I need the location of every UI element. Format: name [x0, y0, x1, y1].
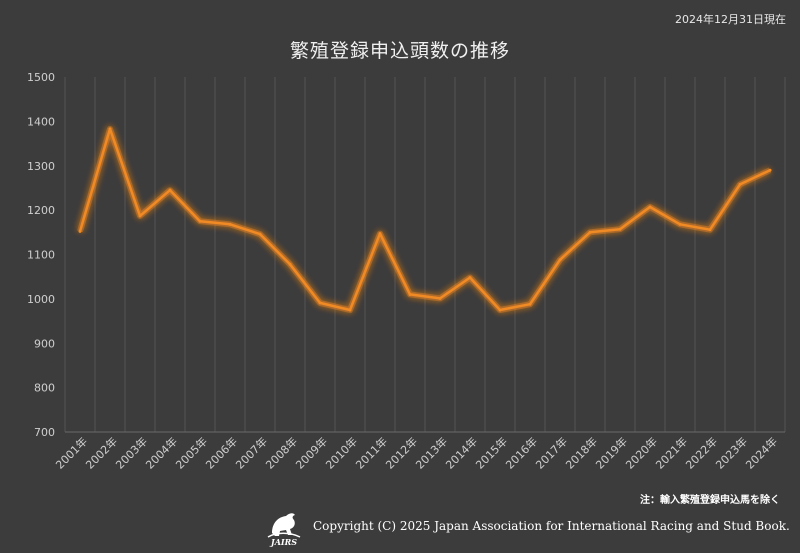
x-tick-label: 2016年 — [503, 434, 540, 471]
x-axis-ticks: 2001年2002年2003年2004年2005年2006年2007年2008年… — [53, 434, 780, 471]
data-point — [378, 232, 382, 236]
data-point — [558, 258, 562, 262]
data-point — [738, 182, 742, 186]
data-point — [678, 222, 682, 226]
y-tick-label: 1000 — [27, 293, 55, 306]
x-tick-label: 2020年 — [623, 434, 660, 471]
x-tick-label: 2005年 — [173, 434, 210, 471]
jairs-logo: JAIRS — [267, 513, 301, 547]
data-point — [318, 301, 322, 305]
data-point — [228, 222, 232, 226]
data-point — [528, 302, 532, 306]
x-tick-label: 2021年 — [653, 434, 690, 471]
y-axis-ticks: 700 800 900 1000 1100 1200 1300 1400 1500 — [27, 71, 55, 439]
x-tick-label: 2017年 — [533, 434, 570, 471]
x-tick-label: 2011年 — [353, 434, 390, 471]
y-tick-label: 800 — [34, 382, 55, 395]
series-line — [78, 127, 772, 312]
data-point — [288, 262, 292, 266]
x-tick-label: 2001年 — [53, 434, 90, 471]
x-tick-label: 2013年 — [413, 434, 450, 471]
y-tick-label: 1300 — [27, 160, 55, 173]
data-point — [258, 232, 262, 236]
y-tick-label: 900 — [34, 337, 55, 350]
x-tick-label: 2023年 — [713, 434, 750, 471]
data-point — [498, 308, 502, 312]
x-tick-label: 2012年 — [383, 434, 420, 471]
data-point — [768, 168, 772, 172]
data-point — [138, 214, 142, 218]
y-tick-label: 1500 — [27, 71, 55, 84]
data-point — [588, 230, 592, 234]
x-tick-label: 2015年 — [473, 434, 510, 471]
data-point — [438, 296, 442, 300]
footnote: 注：輸入繁殖登録申込馬を除く — [640, 495, 780, 506]
y-tick-label: 1200 — [27, 204, 55, 217]
data-point — [108, 127, 112, 131]
data-point — [708, 228, 712, 232]
x-tick-label: 2002年 — [83, 434, 120, 471]
date-stamp: 2024年12月31日現在 — [675, 13, 786, 26]
y-tick-label: 1400 — [27, 115, 55, 128]
x-tick-label: 2008年 — [263, 434, 300, 471]
data-point — [198, 219, 202, 223]
data-point — [648, 205, 652, 209]
x-tick-label: 2022年 — [683, 434, 720, 471]
data-point — [348, 308, 352, 312]
x-tick-label: 2024年 — [743, 434, 780, 471]
y-tick-label: 1100 — [27, 249, 55, 262]
x-tick-label: 2009年 — [293, 434, 330, 471]
data-point — [168, 188, 172, 192]
data-point — [468, 276, 472, 280]
x-tick-label: 2019年 — [593, 434, 630, 471]
data-point — [618, 227, 622, 231]
x-tick-label: 2007年 — [233, 434, 270, 471]
y-tick-label: 700 — [34, 426, 55, 439]
logo-text: JAIRS — [269, 537, 297, 547]
data-point — [408, 292, 412, 296]
grid-lines — [64, 77, 786, 433]
series — [77, 125, 772, 313]
x-tick-label: 2014年 — [443, 434, 480, 471]
chart-title: 繁殖登録申込頭数の推移 — [289, 40, 510, 62]
x-tick-label: 2003年 — [113, 434, 150, 471]
x-tick-label: 2018年 — [563, 434, 600, 471]
copyright-text: Copyright (C) 2025 Japan Association for… — [313, 519, 790, 533]
x-tick-label: 2010年 — [323, 434, 360, 471]
x-tick-label: 2004年 — [143, 434, 180, 471]
data-point — [78, 229, 82, 233]
x-tick-label: 2006年 — [203, 434, 240, 471]
